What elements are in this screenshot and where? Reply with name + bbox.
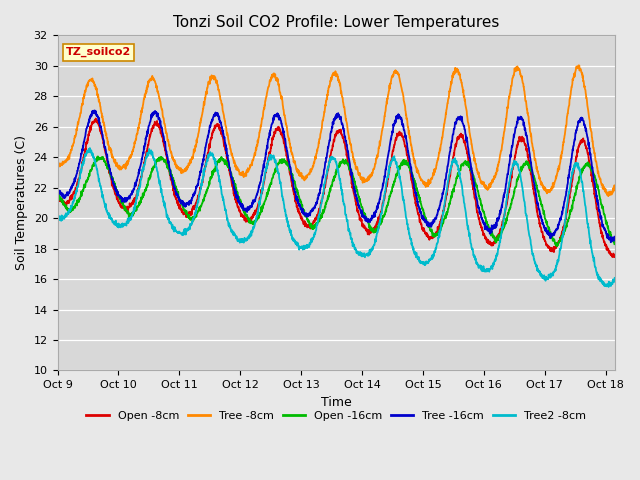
Y-axis label: Soil Temperatures (C): Soil Temperatures (C) — [15, 135, 28, 270]
Text: TZ_soilco2: TZ_soilco2 — [66, 47, 131, 57]
X-axis label: Time: Time — [321, 396, 351, 408]
Legend: Open -8cm, Tree -8cm, Open -16cm, Tree -16cm, Tree2 -8cm: Open -8cm, Tree -8cm, Open -16cm, Tree -… — [82, 406, 590, 425]
Title: Tonzi Soil CO2 Profile: Lower Temperatures: Tonzi Soil CO2 Profile: Lower Temperatur… — [173, 15, 499, 30]
